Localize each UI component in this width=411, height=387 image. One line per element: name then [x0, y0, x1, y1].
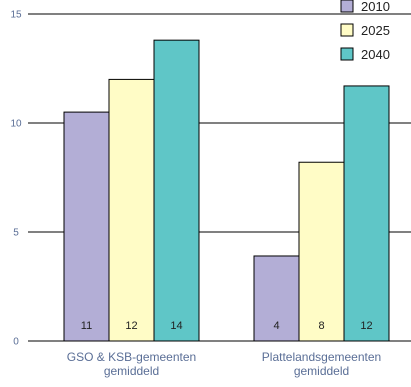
y-tick-label: 0 — [13, 337, 19, 348]
bar-2010-1 — [63, 111, 110, 342]
data-label: 11 — [81, 320, 92, 332]
category-label: Plattelandsgemeenten — [262, 350, 381, 364]
data-labels: 11 12 14 4 8 12 — [81, 320, 373, 332]
bar-2025-2 — [298, 161, 345, 342]
legend: 2010 2025 2040 — [340, 0, 390, 62]
legend-swatch-2010 — [340, 0, 354, 13]
legend-label-2040: 2040 — [361, 47, 390, 62]
data-label: 4 — [273, 320, 279, 332]
legend-swatch-2025 — [340, 23, 354, 37]
category-label: gemiddeld — [104, 364, 159, 378]
data-label: 12 — [360, 320, 372, 332]
y-tick-label: 5 — [13, 228, 19, 239]
bars — [63, 39, 390, 342]
data-label: 8 — [318, 320, 324, 332]
y-tick-label: 15 — [10, 10, 22, 21]
bar-2010-2 — [253, 255, 300, 342]
category-label: GSO & KSB-gemeenten — [67, 350, 196, 364]
category-labels: GSO & KSB-gemeentengemiddeldPlattelandsg… — [67, 350, 381, 378]
legend-label-2010: 2010 — [361, 0, 390, 14]
y-axis-ticks: 0 5 10 15 — [10, 10, 34, 348]
bar-2040-1 — [153, 39, 200, 342]
y-tick-label: 10 — [10, 119, 22, 130]
legend-swatch-2040 — [340, 47, 354, 61]
category-label: gemiddeld — [294, 364, 349, 378]
legend-label-2025: 2025 — [361, 23, 390, 38]
data-label: 14 — [170, 320, 182, 332]
data-label: 12 — [125, 320, 137, 332]
bar-2025-1 — [108, 78, 155, 342]
bar-2040-2 — [343, 85, 390, 342]
